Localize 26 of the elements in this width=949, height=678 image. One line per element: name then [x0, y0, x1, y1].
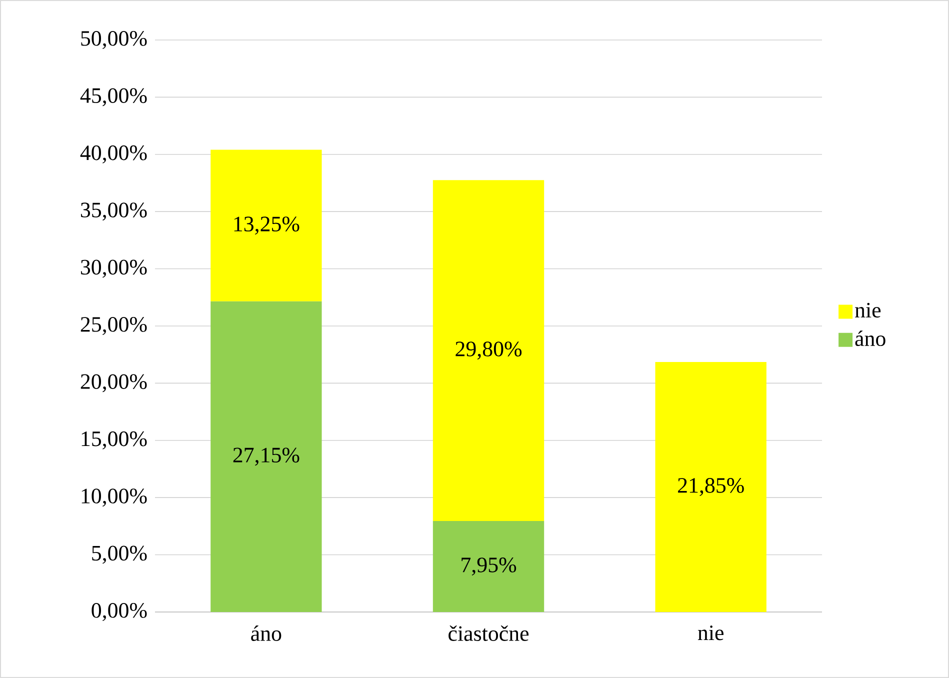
bar [210, 301, 322, 612]
bar [432, 521, 544, 612]
y-tick-label: 30,00% [80, 260, 147, 278]
y-tick-label: 15,00% [82, 431, 147, 450]
y-tick-label: 25,00% [80, 317, 147, 335]
y-tick-label: 50,00% [81, 31, 147, 49]
data-label: 29,80% [456, 342, 522, 360]
y-tick-label: 20,00% [80, 374, 147, 392]
y-tick-label: 35,00% [80, 202, 147, 221]
y-tick-label: 0,00% [92, 603, 147, 621]
data-label: 13,25% [234, 216, 300, 235]
data-label: 27,15% [233, 448, 300, 466]
data-label: 21,85% [678, 478, 744, 496]
legend-label: nie [855, 302, 881, 318]
data-label: 7,95% [462, 558, 516, 576]
y-tick-label: 10,00% [82, 488, 147, 507]
y-tick-label: 40,00% [80, 145, 147, 164]
legend-label: áno [855, 330, 886, 346]
y-tick-label: 5,00% [92, 546, 147, 564]
bar [655, 362, 766, 612]
bar [210, 150, 322, 302]
x-tick-label: nie [698, 625, 724, 640]
bar [432, 180, 544, 522]
x-tick-label: čiastočne [448, 625, 529, 641]
y-tick-label: 45,00% [80, 88, 147, 106]
x-tick-label: áno [251, 625, 282, 641]
